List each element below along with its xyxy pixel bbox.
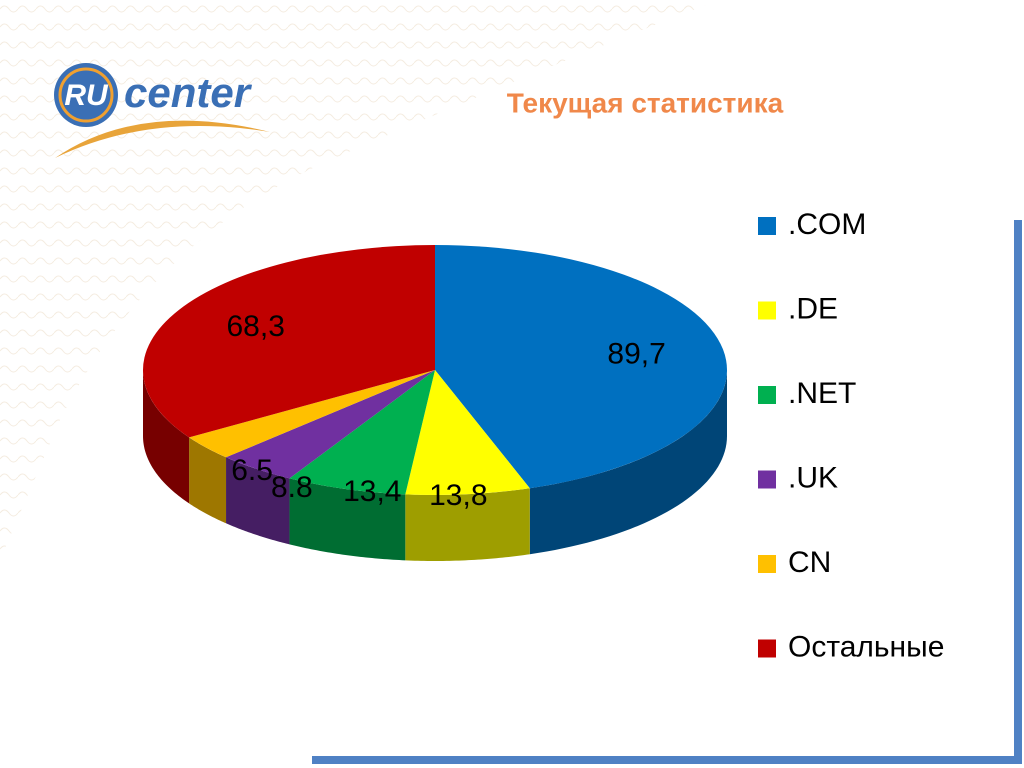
data-label: 13,4 (343, 475, 401, 508)
legend-swatch (758, 555, 776, 573)
legend-swatch (758, 301, 776, 320)
data-label: 6.5 (231, 454, 273, 487)
pie-slice (435, 245, 728, 489)
logo-swoosh (55, 120, 270, 158)
legend-label: .COM (788, 208, 866, 241)
logo-text: center (124, 69, 253, 116)
legend-swatch (758, 386, 776, 404)
pie-side (405, 488, 530, 561)
pie-slice (289, 370, 435, 495)
background-pattern (0, 0, 720, 560)
legend-swatch (758, 470, 776, 489)
pie-side (189, 437, 227, 524)
legend-swatch (758, 217, 776, 235)
pie-side (289, 478, 406, 561)
legend-label: CN (788, 546, 831, 579)
data-label: 89,7 (607, 338, 665, 371)
pie-slice (226, 370, 435, 479)
chart-title: Текущая статистика (507, 87, 784, 118)
frame (312, 220, 1022, 764)
pie-slice (189, 370, 435, 458)
pie-side (529, 370, 727, 555)
logo-ring (58, 67, 114, 123)
legend-swatch (758, 639, 776, 658)
data-label: 13,8 (429, 479, 487, 512)
logo-mark: RU (64, 79, 109, 112)
legend-label: .UK (788, 461, 838, 494)
legend-label: .NET (788, 377, 856, 410)
pie-side (143, 370, 190, 504)
pie-side (226, 457, 290, 545)
pie-slice (405, 370, 530, 496)
legend-label: Остальные (788, 630, 944, 663)
pie-slice (142, 245, 435, 438)
logo-circle (54, 63, 118, 127)
legend-label: .DE (788, 292, 838, 325)
logo: RU center (54, 63, 270, 158)
data-label: 68,3 (226, 310, 284, 343)
data-label: 8.8 (271, 471, 313, 504)
